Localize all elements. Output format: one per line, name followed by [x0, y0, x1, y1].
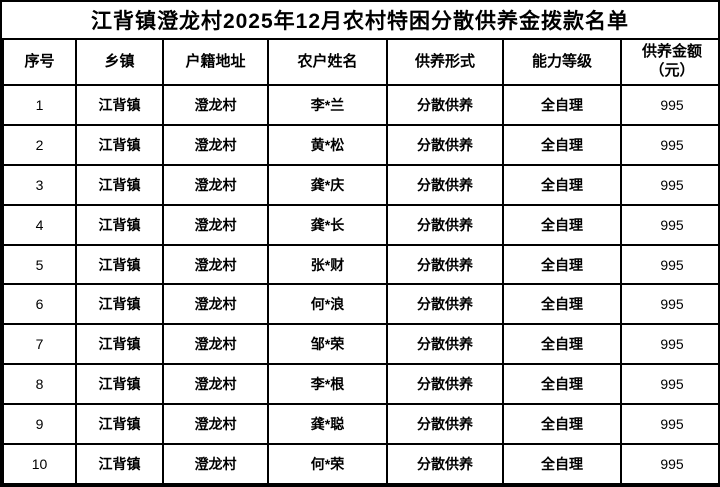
cell-form: 分散供养 — [386, 403, 504, 446]
cell-town: 江背镇 — [75, 363, 164, 406]
table-row: 2 江背镇 澄龙村 黄*松 分散供养 全自理 995 — [2, 123, 718, 166]
cell-level: 全自理 — [502, 84, 622, 126]
cell-address: 澄龙村 — [162, 243, 269, 286]
cell-seq: 4 — [2, 203, 77, 246]
cell-seq: 9 — [2, 403, 77, 446]
cell-seq: 6 — [2, 283, 77, 326]
cell-name: 李*根 — [267, 363, 388, 406]
cell-name: 张*财 — [267, 243, 388, 286]
cell-address: 澄龙村 — [162, 283, 269, 326]
header-cell-seq: 序号 — [2, 38, 77, 86]
cell-address: 澄龙村 — [162, 123, 269, 166]
cell-seq: 2 — [2, 123, 77, 166]
table-row: 5 江背镇 澄龙村 张*财 分散供养 全自理 995 — [2, 243, 718, 286]
cell-form: 分散供养 — [386, 443, 504, 485]
cell-seq: 7 — [2, 323, 77, 366]
cell-form: 分散供养 — [386, 363, 504, 406]
cell-name: 龚*庆 — [267, 163, 388, 206]
cell-level: 全自理 — [502, 243, 622, 286]
cell-address: 澄龙村 — [162, 363, 269, 406]
cell-level: 全自理 — [502, 443, 622, 485]
header-cell-name: 农户姓名 — [267, 38, 388, 86]
page-title: 江背镇澄龙村2025年12月农村特困分散供养金拨款名单 — [90, 10, 630, 33]
cell-seq: 8 — [2, 363, 77, 406]
cell-amount: 995 — [620, 363, 718, 406]
cell-town: 江背镇 — [75, 203, 164, 246]
allocation-table: 序号 乡镇 户籍地址 农户姓名 供养形式 能力等级 供养金额 （元） 1 江背镇… — [2, 38, 718, 485]
cell-seq: 3 — [2, 163, 77, 206]
cell-form: 分散供养 — [386, 84, 504, 126]
cell-amount: 995 — [620, 203, 718, 246]
table-row: 8 江背镇 澄龙村 李*根 分散供养 全自理 995 — [2, 363, 718, 406]
table-row: 7 江背镇 澄龙村 邹*荣 分散供养 全自理 995 — [2, 323, 718, 366]
cell-name: 黄*松 — [267, 123, 388, 166]
cell-town: 江背镇 — [75, 403, 164, 446]
cell-town: 江背镇 — [75, 443, 164, 485]
cell-form: 分散供养 — [386, 243, 504, 286]
cell-form: 分散供养 — [386, 163, 504, 206]
header-row: 序号 乡镇 户籍地址 农户姓名 供养形式 能力等级 供养金额 （元） — [2, 38, 718, 86]
header-cell-town: 乡镇 — [75, 38, 164, 86]
cell-level: 全自理 — [502, 163, 622, 206]
cell-address: 澄龙村 — [162, 403, 269, 446]
table-row: 6 江背镇 澄龙村 何*浪 分散供养 全自理 995 — [2, 283, 718, 326]
header-cell-address: 户籍地址 — [162, 38, 269, 86]
cell-seq: 5 — [2, 243, 77, 286]
cell-level: 全自理 — [502, 123, 622, 166]
cell-name: 龚*长 — [267, 203, 388, 246]
table-row: 1 江背镇 澄龙村 李*兰 分散供养 全自理 995 — [2, 84, 718, 126]
cell-address: 澄龙村 — [162, 203, 269, 246]
cell-town: 江背镇 — [75, 243, 164, 286]
cell-amount: 995 — [620, 84, 718, 126]
cell-town: 江背镇 — [75, 323, 164, 366]
table-row: 10 江背镇 澄龙村 何*荣 分散供养 全自理 995 — [2, 443, 718, 485]
cell-name: 何*荣 — [267, 443, 388, 485]
cell-level: 全自理 — [502, 363, 622, 406]
cell-amount: 995 — [620, 123, 718, 166]
cell-form: 分散供养 — [386, 123, 504, 166]
cell-amount: 995 — [620, 403, 718, 446]
header-cell-level: 能力等级 — [502, 38, 622, 86]
cell-address: 澄龙村 — [162, 443, 269, 485]
cell-amount: 995 — [620, 283, 718, 326]
cell-name: 何*浪 — [267, 283, 388, 326]
header-cell-form: 供养形式 — [386, 38, 504, 86]
cell-level: 全自理 — [502, 283, 622, 326]
cell-level: 全自理 — [502, 203, 622, 246]
cell-amount: 995 — [620, 243, 718, 286]
cell-town: 江背镇 — [75, 283, 164, 326]
cell-form: 分散供养 — [386, 203, 504, 246]
cell-name: 李*兰 — [267, 84, 388, 126]
cell-seq: 1 — [2, 84, 77, 126]
table-row: 9 江背镇 澄龙村 龚*聪 分散供养 全自理 995 — [2, 403, 718, 446]
table-row: 3 江背镇 澄龙村 龚*庆 分散供养 全自理 995 — [2, 163, 718, 206]
cell-level: 全自理 — [502, 323, 622, 366]
cell-level: 全自理 — [502, 403, 622, 446]
table-row: 4 江背镇 澄龙村 龚*长 分散供养 全自理 995 — [2, 203, 718, 246]
cell-form: 分散供养 — [386, 283, 504, 326]
cell-town: 江背镇 — [75, 123, 164, 166]
cell-name: 龚*聪 — [267, 403, 388, 446]
cell-town: 江背镇 — [75, 84, 164, 126]
cell-form: 分散供养 — [386, 323, 504, 366]
header-cell-amount: 供养金额 （元） — [620, 38, 718, 86]
cell-amount: 995 — [620, 163, 718, 206]
cell-amount: 995 — [620, 323, 718, 366]
cell-name: 邹*荣 — [267, 323, 388, 366]
cell-seq: 10 — [2, 443, 77, 485]
cell-amount: 995 — [620, 443, 718, 485]
cell-address: 澄龙村 — [162, 84, 269, 126]
cell-town: 江背镇 — [75, 163, 164, 206]
cell-address: 澄龙村 — [162, 323, 269, 366]
cell-address: 澄龙村 — [162, 163, 269, 206]
